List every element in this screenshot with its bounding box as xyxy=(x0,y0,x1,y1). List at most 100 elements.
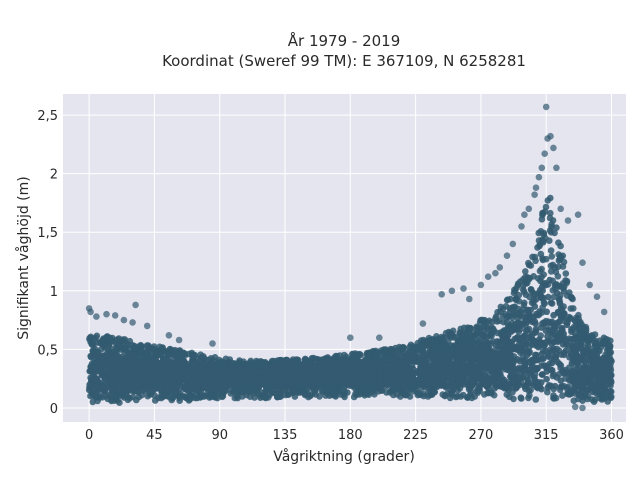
data-point xyxy=(132,301,139,309)
data-point xyxy=(351,378,359,386)
data-point xyxy=(382,347,389,354)
data-point xyxy=(318,369,325,377)
data-point xyxy=(566,335,573,343)
data-point xyxy=(479,316,487,324)
data-point xyxy=(350,393,358,401)
data-point xyxy=(557,362,565,369)
data-point xyxy=(605,364,612,372)
data-point xyxy=(591,331,599,338)
data-point xyxy=(527,386,534,394)
data-point xyxy=(531,303,539,310)
data-point xyxy=(516,312,524,319)
data-point xyxy=(498,358,505,366)
x-tick-label: 0 xyxy=(85,428,93,443)
data-point xyxy=(465,382,473,390)
data-point xyxy=(546,214,554,222)
data-point xyxy=(583,347,591,355)
data-point xyxy=(206,392,214,400)
data-point xyxy=(248,364,256,371)
data-point xyxy=(604,359,611,367)
data-point xyxy=(509,304,516,311)
data-point xyxy=(426,367,433,375)
data-point xyxy=(483,334,491,342)
data-point xyxy=(476,382,484,390)
data-point xyxy=(538,283,546,291)
data-point xyxy=(563,369,571,376)
data-point xyxy=(538,265,545,273)
data-point xyxy=(178,360,186,367)
data-point xyxy=(171,352,179,359)
data-point xyxy=(486,345,493,353)
data-point xyxy=(243,391,250,399)
data-point xyxy=(144,384,152,392)
data-point xyxy=(538,362,545,369)
data-point xyxy=(530,273,537,280)
data-point xyxy=(560,330,567,338)
data-point xyxy=(340,391,347,399)
data-point xyxy=(369,362,377,370)
data-point xyxy=(575,362,583,369)
data-point xyxy=(461,351,469,358)
data-point xyxy=(517,394,525,402)
data-point xyxy=(264,363,271,371)
data-point xyxy=(600,308,608,316)
data-point xyxy=(392,354,400,362)
data-point xyxy=(527,286,535,293)
data-point xyxy=(477,281,485,289)
data-point xyxy=(520,301,528,309)
data-point xyxy=(550,144,557,152)
data-point xyxy=(376,334,383,342)
data-point xyxy=(564,390,571,398)
data-point xyxy=(554,273,562,280)
data-point xyxy=(124,354,132,361)
data-point xyxy=(360,357,368,365)
data-point xyxy=(441,334,449,342)
data-point xyxy=(523,326,531,334)
data-point xyxy=(530,337,538,345)
data-point xyxy=(107,360,114,368)
data-point xyxy=(515,378,522,385)
data-point xyxy=(556,337,563,344)
data-point xyxy=(381,362,389,369)
data-point xyxy=(445,352,453,360)
data-point xyxy=(543,375,550,383)
data-point xyxy=(98,372,106,379)
y-tick-labels: 00,511,522,5 xyxy=(37,109,58,417)
data-point xyxy=(92,381,99,389)
data-point xyxy=(143,322,151,330)
data-point xyxy=(419,320,427,327)
data-point xyxy=(384,381,392,388)
data-point xyxy=(350,370,358,378)
data-point xyxy=(302,364,309,372)
data-point xyxy=(429,339,436,347)
data-point xyxy=(550,392,557,399)
data-point xyxy=(175,372,183,379)
data-point xyxy=(503,252,511,259)
data-point xyxy=(531,191,538,198)
data-point xyxy=(316,393,323,400)
data-point xyxy=(560,351,568,359)
data-point xyxy=(132,380,140,388)
data-point xyxy=(192,361,200,368)
data-point xyxy=(103,334,110,342)
data-point xyxy=(518,369,526,376)
data-point xyxy=(438,291,446,298)
data-point xyxy=(176,394,183,402)
data-point xyxy=(437,368,445,375)
data-point xyxy=(540,239,547,246)
data-point xyxy=(390,391,397,399)
data-point xyxy=(285,361,293,369)
data-point xyxy=(539,210,547,217)
data-point xyxy=(337,361,345,369)
data-point xyxy=(321,361,329,368)
data-point xyxy=(410,346,418,353)
data-point xyxy=(356,350,363,358)
data-point xyxy=(548,223,555,231)
data-point xyxy=(592,388,599,396)
data-point xyxy=(486,361,494,368)
x-tick-label: 360 xyxy=(599,428,624,443)
data-point xyxy=(253,357,260,365)
data-point xyxy=(444,369,452,376)
data-point xyxy=(563,279,570,287)
data-point xyxy=(565,376,573,384)
